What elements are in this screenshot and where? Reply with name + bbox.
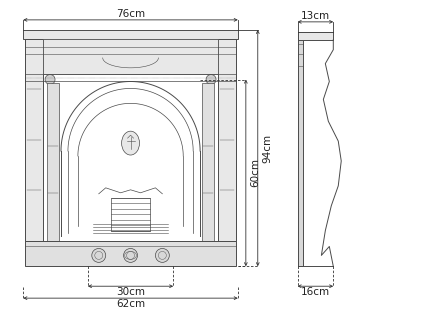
Bar [202, 83, 214, 241]
Bar [25, 241, 236, 266]
Text: 62cm: 62cm [116, 299, 145, 309]
Bar [43, 39, 218, 73]
Bar [25, 39, 236, 241]
Bar [297, 32, 333, 40]
Text: 16cm: 16cm [301, 287, 330, 297]
Bar [25, 39, 43, 241]
Circle shape [124, 248, 138, 262]
Text: 30cm: 30cm [116, 287, 145, 297]
Bar [25, 73, 236, 82]
Text: 13cm: 13cm [301, 11, 330, 21]
Circle shape [206, 74, 216, 84]
Bar [297, 40, 304, 266]
Text: 76cm: 76cm [116, 9, 145, 19]
Circle shape [155, 248, 169, 262]
Bar [23, 30, 238, 39]
Text: 60cm: 60cm [250, 158, 260, 188]
Text: 94cm: 94cm [263, 134, 273, 163]
Circle shape [92, 248, 106, 262]
Bar [111, 198, 150, 231]
Bar [47, 83, 59, 241]
Bar [218, 39, 236, 241]
Ellipse shape [121, 131, 139, 155]
Circle shape [45, 74, 55, 84]
